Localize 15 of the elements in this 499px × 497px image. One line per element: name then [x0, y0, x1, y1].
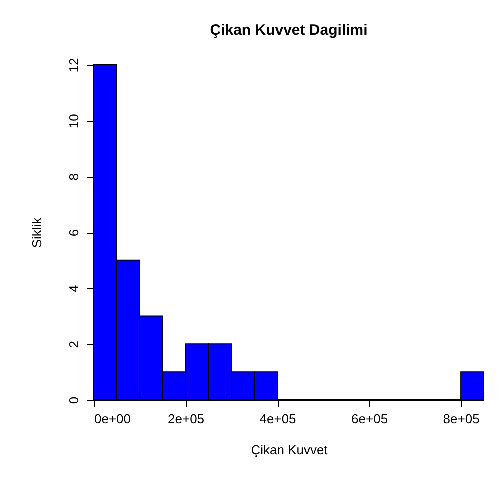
y-tick-label: 10	[66, 114, 82, 129]
y-tick-label: 2	[66, 341, 82, 348]
y-tick-label: 0	[66, 396, 82, 404]
chart-title: Çikan Kuvvet Dagilimi	[210, 22, 368, 39]
x-tick-label: 0e+00	[94, 412, 132, 426]
y-tick-label: 6	[66, 229, 82, 237]
x-tick-label: 4e+05	[260, 412, 296, 426]
y-axis-title: Siklik	[30, 217, 44, 248]
x-tick-label: 8e+05	[443, 412, 480, 426]
x-tick-label: 2e+05	[168, 412, 205, 426]
y-tick-label: 12	[66, 58, 82, 73]
x-tick-label: 6e+05	[352, 412, 388, 426]
y-tick-label: 4	[66, 285, 82, 292]
x-axis-title: Çikan Kuvvet	[251, 442, 328, 458]
y-tick-label: 8	[66, 174, 82, 181]
